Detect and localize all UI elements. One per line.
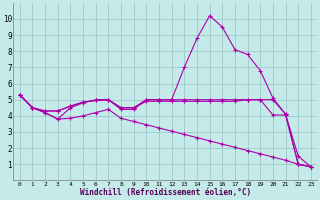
X-axis label: Windchill (Refroidissement éolien,°C): Windchill (Refroidissement éolien,°C)	[80, 188, 251, 197]
